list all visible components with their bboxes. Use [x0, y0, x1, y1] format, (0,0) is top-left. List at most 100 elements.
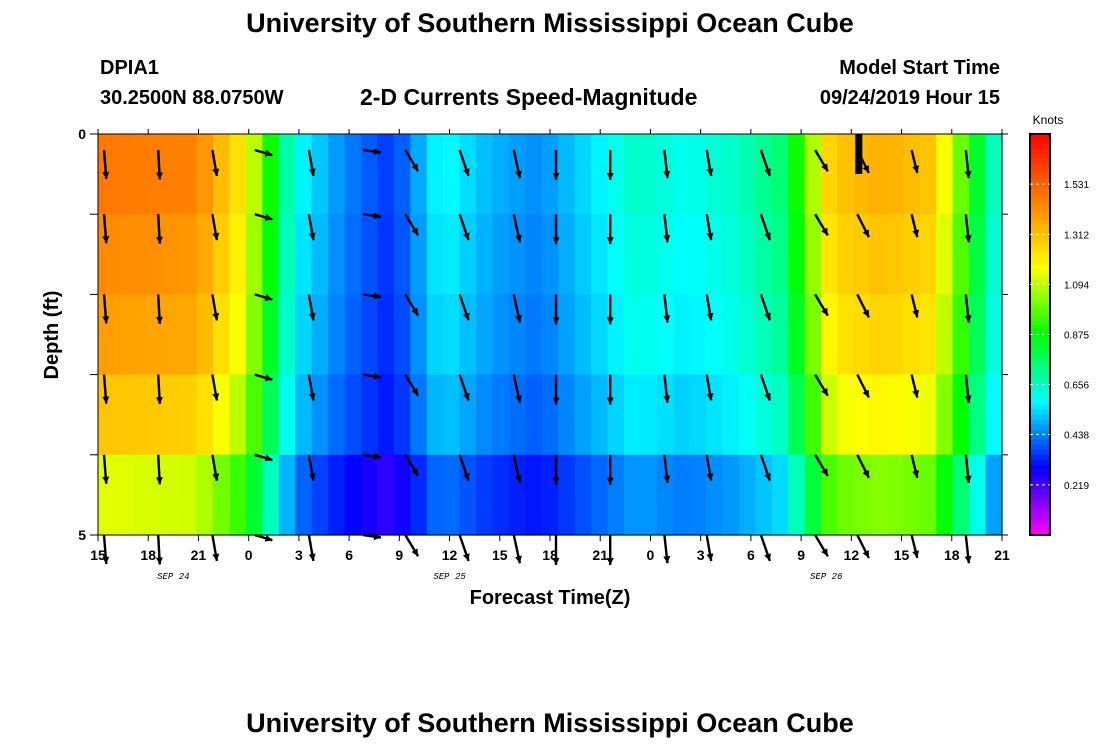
- colorbar-swatch: [1030, 379, 1050, 386]
- current-vector-head: [515, 170, 522, 179]
- colorbar-swatch: [1030, 169, 1050, 175]
- current-vector-head: [964, 235, 972, 243]
- colorbar-swatch: [1030, 204, 1050, 210]
- colorbar-title: Knots: [1033, 113, 1064, 127]
- current-vector-head: [663, 475, 671, 483]
- current-vector-head: [264, 454, 273, 462]
- heatmap-cell: [837, 134, 855, 215]
- colorbar-swatch: [1030, 409, 1050, 416]
- current-vector-head: [912, 229, 920, 238]
- x-tick-label: 21: [994, 547, 1010, 563]
- heatmap-cell: [788, 214, 806, 295]
- heatmap-cell: [360, 294, 379, 376]
- current-vector-head: [102, 171, 110, 179]
- current-vector-head: [308, 232, 316, 241]
- heatmap-cell: [443, 374, 461, 456]
- current-vector-head: [515, 315, 522, 323]
- heatmap-cell: [410, 134, 428, 215]
- heatmap-cell: [196, 294, 214, 376]
- heatmap-cell: [180, 294, 198, 376]
- colorbar-swatch: [1030, 509, 1050, 516]
- current-vector-head: [462, 392, 470, 401]
- current-vector-head: [912, 165, 920, 173]
- heatmap-cell: [969, 454, 987, 536]
- current-vector-head: [308, 312, 316, 321]
- heatmap-cell: [163, 214, 181, 295]
- current-vector-head: [606, 317, 614, 325]
- current-vector-head: [264, 294, 273, 301]
- colorbar-swatch: [1030, 529, 1050, 536]
- current-vector-head: [411, 227, 419, 236]
- current-vector-head: [821, 163, 828, 172]
- heatmap-cell: [640, 374, 658, 456]
- colorbar-swatch: [1030, 274, 1050, 280]
- heatmap-cell: [328, 374, 346, 456]
- current-vector-head: [462, 168, 470, 176]
- colorbar-tick-label: 1.531: [1064, 180, 1089, 191]
- current-vector-head: [706, 168, 714, 176]
- colorbar-swatch: [1030, 309, 1050, 316]
- x-tick-label: 21: [592, 547, 608, 563]
- heatmap-cell: [377, 454, 395, 536]
- heatmap-cell: [656, 374, 674, 456]
- heatmap-cell: [640, 214, 658, 295]
- heatmap-cell: [525, 374, 543, 456]
- heatmap-cell: [492, 294, 510, 376]
- heatmap-cell: [969, 214, 987, 295]
- heatmap-cell: [459, 454, 477, 536]
- heatmap-cell: [426, 454, 444, 536]
- heatmap-cell: [706, 134, 724, 215]
- heatmap-cell: [492, 214, 510, 295]
- current-vector-head: [462, 473, 470, 481]
- current-vector-head: [155, 477, 163, 485]
- x-tick-label: 12: [442, 547, 458, 563]
- x-tick-label: 9: [797, 547, 805, 563]
- current-vector-head: [102, 556, 110, 564]
- colorbar-tick-label: 0.656: [1064, 381, 1089, 392]
- current-vector-head: [706, 553, 714, 561]
- heatmap-cell: [393, 214, 411, 295]
- heatmap-cell: [476, 374, 494, 456]
- heatmap-cell: [344, 454, 362, 536]
- heatmap-cell: [919, 374, 937, 456]
- colorbar-swatch: [1030, 434, 1050, 441]
- colorbar-swatch: [1030, 184, 1050, 190]
- heatmap-cell: [360, 454, 379, 536]
- heatmap-cell: [558, 214, 576, 295]
- heatmap-cell: [969, 374, 987, 456]
- current-vector-head: [606, 397, 614, 405]
- heatmap-cell: [673, 214, 691, 295]
- heatmap-cell: [591, 294, 609, 376]
- current-vector-head: [663, 235, 671, 243]
- colorbar-swatch: [1030, 154, 1050, 160]
- x-tick-label: 15: [894, 547, 910, 563]
- current-vector-head: [308, 168, 316, 176]
- colorbar-swatch: [1030, 244, 1050, 250]
- x-tick-label: 21: [191, 547, 207, 563]
- heatmap-cell: [739, 454, 757, 536]
- current-vector-head: [552, 237, 560, 245]
- heatmap-cell: [558, 374, 576, 456]
- colorbar-swatch: [1030, 439, 1050, 446]
- colorbar-swatch: [1030, 259, 1050, 265]
- heatmap-cell: [426, 294, 444, 376]
- heatmap-cell: [673, 374, 691, 456]
- heatmap-cell: [886, 134, 904, 215]
- heatmap-cell: [393, 294, 411, 376]
- colorbar-swatch: [1030, 449, 1050, 456]
- heatmap-cell: [278, 134, 296, 215]
- y-axis-label: Depth (ft): [41, 291, 63, 380]
- heatmap-cell: [130, 374, 148, 456]
- heatmap-cell: [508, 374, 526, 456]
- heatmap-cell: [147, 294, 165, 376]
- colorbar-swatch: [1030, 359, 1050, 366]
- current-vector-head: [821, 307, 828, 316]
- heatmap-cell: [558, 294, 576, 376]
- x-tick-label: 6: [747, 547, 755, 563]
- heatmap-cell: [377, 134, 395, 215]
- heatmap-cell: [541, 294, 559, 376]
- date-label: SEP 24: [157, 572, 189, 582]
- heatmap-cell: [574, 214, 592, 295]
- current-vector-head: [862, 469, 869, 478]
- heatmap-cell: [344, 374, 362, 456]
